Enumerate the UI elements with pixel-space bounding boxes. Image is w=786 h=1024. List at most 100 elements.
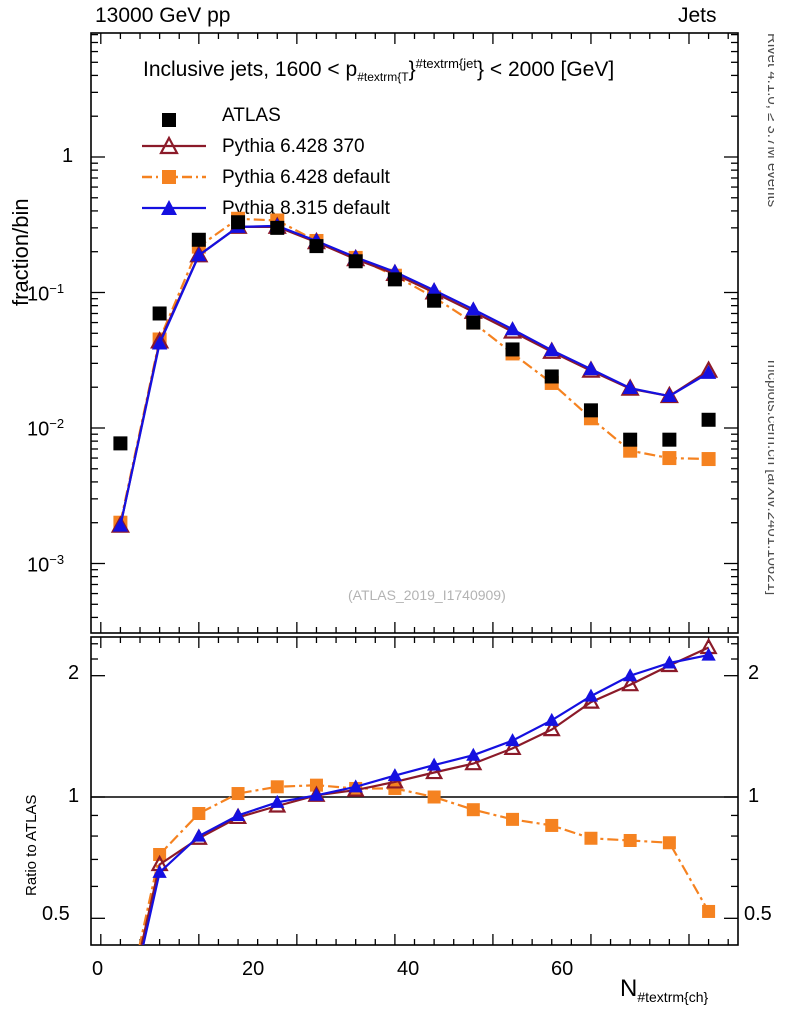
datapoint-atlas [662, 432, 677, 447]
title-sub: #textrm{T [357, 70, 409, 85]
atlas-marker-icon [162, 113, 176, 127]
datapoint-pythia-8-315-default [309, 787, 324, 801]
series-line-pythia-6-428-370 [140, 646, 710, 945]
datapoint-pythia-6-428-default [231, 787, 245, 801]
xtick-60: 60 [551, 958, 574, 980]
ratio-ytick-1-right: 1 [748, 785, 760, 807]
legend-item-atlas [162, 113, 176, 127]
main-ylabel: fraction/bin [4, 110, 34, 310]
title-brace2: } < 2000 [GeV] [477, 58, 615, 81]
datapoint-pythia-6-428-default [427, 790, 441, 804]
datapoint-pythia-8-315-default [151, 335, 168, 350]
main-ytick-1e-1-mantissa: 10 [27, 283, 50, 306]
legend-item-pythia6-default [142, 170, 206, 184]
datapoint-pythia-6-428-default [623, 833, 637, 847]
legend-label-pythia6-370: Pythia 6.428 370 [222, 136, 365, 157]
datapoint-pythia-8-315-default [505, 733, 520, 747]
datapoint-atlas [544, 369, 559, 384]
rivet-version-text: Rivet 4.1.0, ≥ 3.7M events [764, 33, 774, 207]
datapoint-pythia-6-428-default [623, 443, 638, 458]
ratio-ytick-05-right: 0.5 [744, 903, 772, 925]
ratio-ylabel: Ratio to ATLAS [18, 710, 42, 900]
datapoint-pythia-8-315-default [504, 321, 521, 336]
legend [140, 104, 460, 232]
xtick-20: 20 [242, 958, 265, 980]
ratio-ytick-05-left: 0.5 [42, 903, 70, 925]
datapoint-pythia-6-428-default [545, 818, 559, 832]
series-line-pythia-6-428-370 [119, 225, 710, 526]
datapoint-atlas [466, 315, 481, 330]
main-ytick-1e-2-exp: −2 [49, 416, 65, 431]
datapoint-atlas [505, 342, 520, 357]
datapoint-pythia-6-428-370 [542, 719, 561, 737]
datapoint-pythia-8-315-default [544, 342, 560, 357]
datapoint-atlas [231, 215, 246, 230]
xtick-0: 0 [92, 958, 104, 980]
ratio-ylabel-text: Ratio to ATLAS [23, 795, 40, 896]
datapoint-atlas [270, 220, 285, 235]
ratio-panel-frame [90, 636, 739, 946]
datapoint-pythia-8-315-default [270, 794, 285, 808]
xaxis-label-main: N [620, 975, 638, 1002]
datapoint-pythia-8-315-default [230, 807, 246, 821]
legend-item-pythia6-370 [142, 135, 206, 155]
datapoint-pythia-8-315-default [426, 282, 442, 297]
main-ylabel-text: fraction/bin [8, 198, 33, 306]
header-beam-label: 13000 GeV pp [95, 4, 231, 27]
datapoint-pythia-6-428-370 [464, 753, 483, 771]
ratio-ytick-2-right: 2 [748, 662, 760, 684]
datapoint-pythia-6-428-370 [425, 762, 444, 780]
datapoint-pythia-8-315-default [191, 247, 207, 262]
datapoint-pythia-6-428-default [309, 778, 323, 792]
datapoint-pythia-6-428-default [702, 904, 716, 918]
datapoint-pythia-8-315-default [426, 757, 442, 771]
series-line-pythia-6-428-default [119, 217, 709, 523]
analysis-watermark: (ATLAS_2019_I1740909) [348, 587, 506, 603]
datapoint-pythia-6-428-default [466, 803, 480, 817]
datapoint-atlas [309, 239, 324, 254]
datapoint-pythia-8-315-default [583, 688, 599, 702]
datapoint-pythia-8-315-default [623, 668, 638, 682]
legend-label-atlas: ATLAS [222, 105, 281, 126]
datapoint-atlas [113, 436, 128, 451]
xtick-40: 40 [397, 958, 420, 980]
datapoint-pythia-8-315-default [662, 655, 677, 669]
xaxis-label-sub: #textrm{ch} [637, 988, 709, 1005]
mcplots-text: mcplots.cern.ch [arXiv:2401.10621] [764, 360, 774, 595]
title-sup: #textrm{jet [415, 56, 478, 71]
main-ytick-1e-1-exp: −1 [49, 281, 65, 296]
header-category-label: Jets [678, 4, 717, 27]
p6def-marker-icon [162, 170, 176, 184]
main-ytick-1e-2-mantissa: 10 [27, 418, 50, 441]
datapoint-atlas [387, 272, 402, 287]
p8def-marker-icon [161, 200, 177, 215]
title-lead: Inclusive jets, 1600 < p [143, 58, 358, 81]
datapoint-pythia-6-428-default [701, 452, 716, 467]
datapoint-pythia-8-315-default [661, 388, 678, 403]
datapoint-pythia-6-428-370 [621, 674, 640, 692]
datapoint-pythia-6-428-default [270, 780, 284, 794]
datapoint-pythia-8-315-default [465, 301, 482, 316]
datapoint-pythia-8-315-default [152, 864, 167, 878]
xaxis-label: N#textrm{ch} [620, 975, 708, 1005]
datapoint-pythia-8-315-default [544, 712, 559, 726]
main-ytick-1e-3: 10−3 [27, 552, 64, 578]
title-brace1: } [408, 58, 416, 81]
rivet-version-label: Rivet 4.1.0, ≥ 3.7M events [752, 33, 774, 333]
datapoint-pythia-8-315-default [112, 517, 129, 532]
datapoint-pythia-6-428-default [506, 812, 520, 826]
datapoint-atlas [623, 432, 638, 447]
datapoint-pythia-6-428-370 [503, 738, 522, 756]
datapoint-pythia-8-315-default [348, 779, 363, 793]
legend-item-pythia8-default [142, 200, 206, 215]
main-ytick-1-mantissa: 1 [62, 145, 74, 167]
main-ytick-1: 1 [62, 145, 73, 168]
datapoint-atlas [152, 306, 167, 321]
datapoint-pythia-6-428-default [584, 831, 598, 845]
series-line-pythia-6-428-default [138, 784, 710, 945]
datapoint-atlas [348, 254, 363, 269]
datapoint-pythia-6-428-default [662, 836, 676, 850]
main-ytick-1e-3-exp: −3 [49, 552, 65, 567]
